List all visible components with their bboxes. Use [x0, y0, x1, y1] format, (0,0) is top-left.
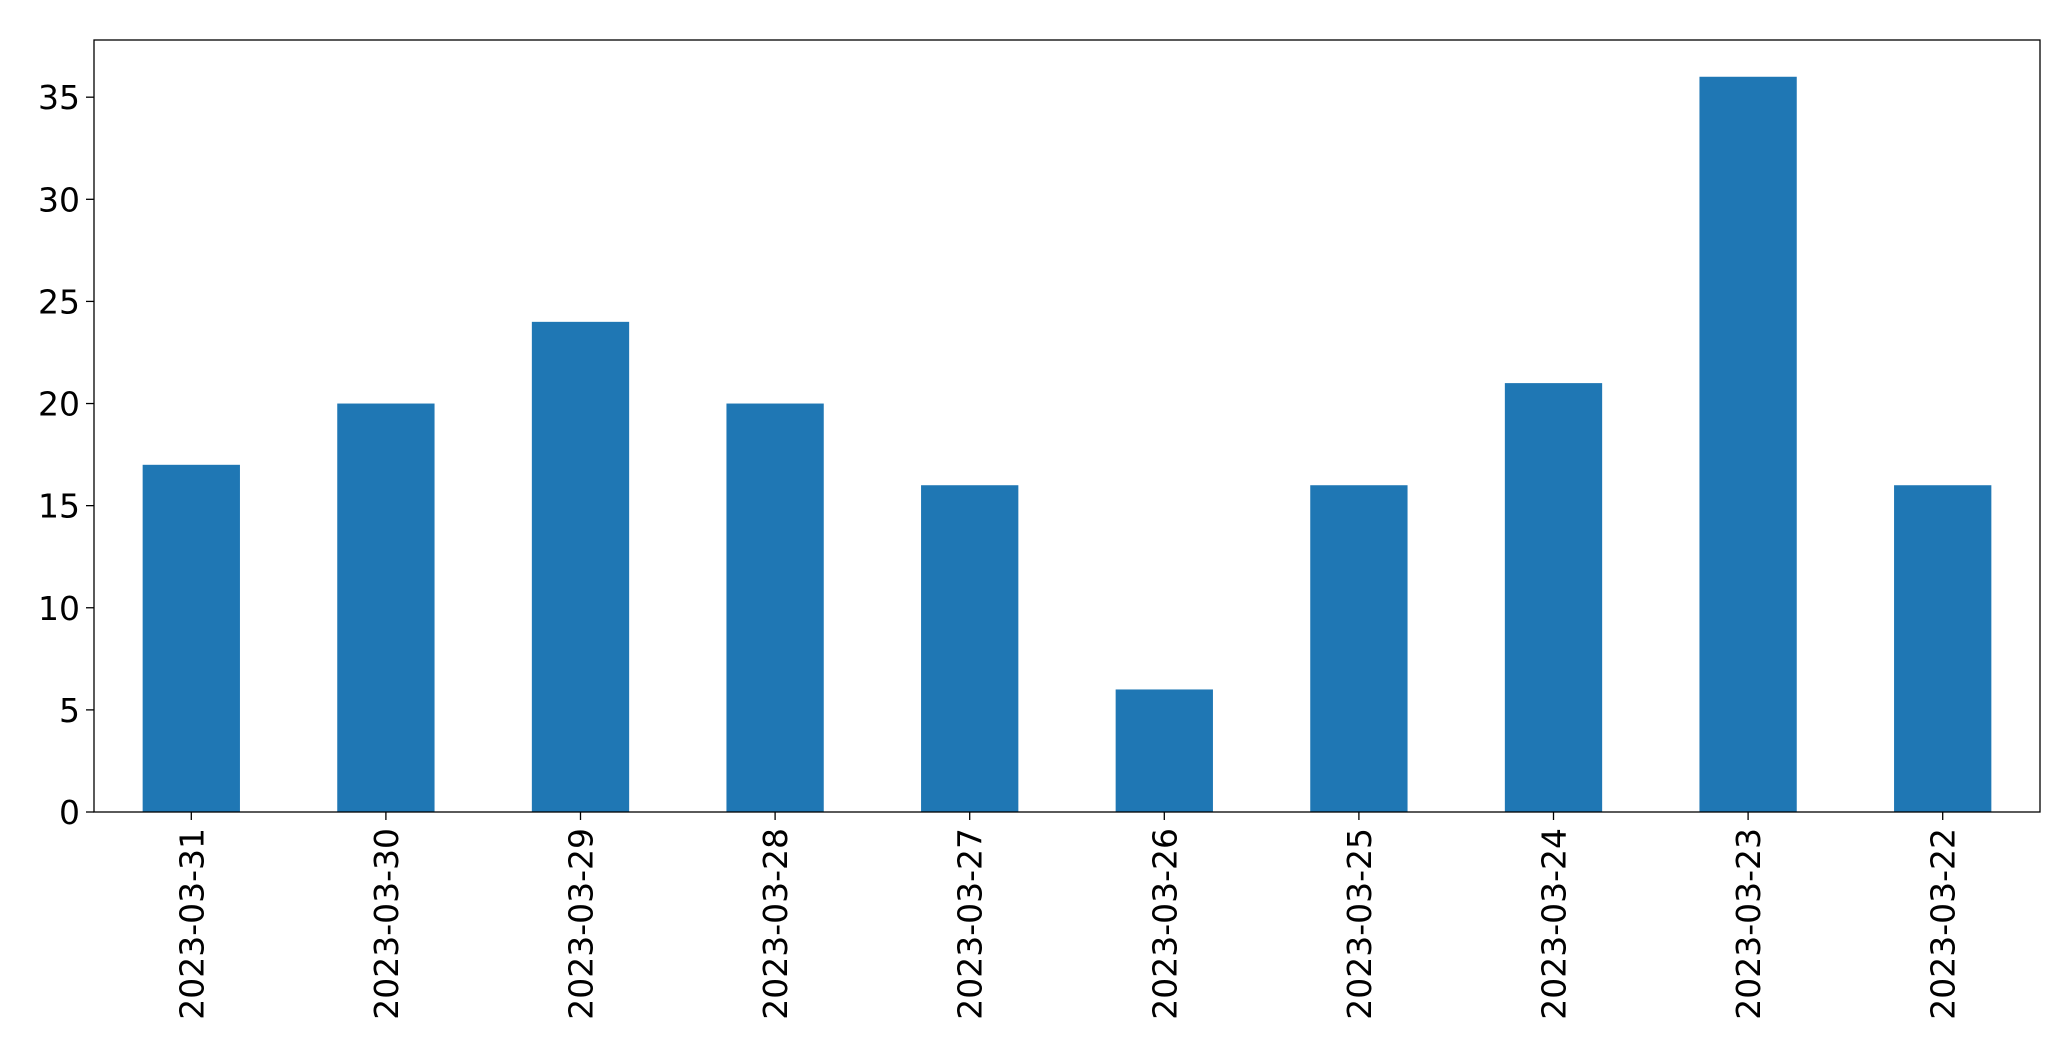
x-tick-label: 2023-03-23 — [1729, 828, 1768, 1020]
x-tick-label: 2023-03-22 — [1924, 828, 1963, 1020]
x-tick-label: 2023-03-27 — [951, 828, 990, 1020]
bar — [531, 321, 630, 812]
y-tick-label: 25 — [38, 282, 80, 321]
bar — [1699, 76, 1797, 812]
bar — [1310, 485, 1408, 812]
bar — [1115, 689, 1213, 812]
bar — [921, 485, 1019, 812]
x-tick-label: 2023-03-25 — [1340, 828, 1379, 1020]
x-tick-label: 2023-03-26 — [1145, 828, 1184, 1020]
bar — [142, 464, 240, 812]
plot-frame — [93, 39, 2041, 813]
y-tick-label: 15 — [38, 487, 80, 526]
bar — [726, 403, 824, 812]
y-tick-label: 10 — [38, 589, 80, 628]
x-tick-label: 2023-03-31 — [172, 828, 211, 1020]
y-tick-label: 35 — [38, 78, 80, 117]
y-tick-label: 0 — [59, 793, 80, 832]
bar — [337, 403, 435, 812]
y-tick-label: 5 — [59, 691, 80, 730]
y-tick-label: 20 — [38, 385, 80, 424]
bar — [1894, 485, 1992, 812]
x-tick-label: 2023-03-28 — [756, 828, 795, 1020]
y-tick-label: 30 — [38, 180, 80, 219]
x-tick-label: 2023-03-24 — [1535, 828, 1574, 1020]
x-tick-label: 2023-03-30 — [367, 828, 406, 1020]
x-tick-label: 2023-03-29 — [562, 828, 601, 1020]
bar — [1504, 383, 1603, 812]
